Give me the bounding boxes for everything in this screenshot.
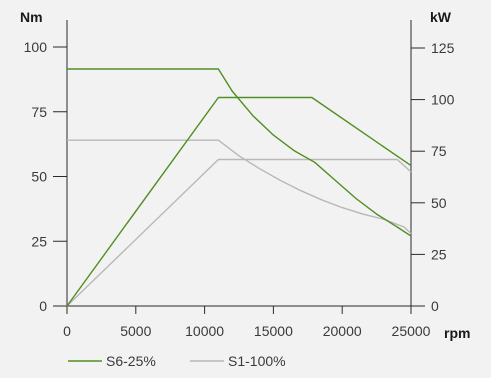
series-layer: [66, 68, 412, 307]
series-s6-25-torque-line: [67, 68, 412, 237]
legend-label-s6-25: S6-25%: [106, 353, 156, 369]
x-tick-label: 15000: [254, 323, 293, 339]
right-axis-unit-label: kW: [430, 9, 452, 25]
right-tick-label: 100: [431, 92, 455, 108]
x-axis-unit-label: rpm: [444, 325, 470, 341]
legend-label-s1-100: S1-100%: [228, 353, 286, 369]
right-tick-label: 25: [431, 246, 447, 262]
labels-layer: Nm kW rpm: [20, 9, 470, 341]
right-tick-label: 50: [431, 195, 447, 211]
left-tick-label: 25: [31, 233, 47, 249]
left-tick-label: 0: [39, 298, 47, 314]
legend: S6-25% S1-100%: [68, 353, 286, 369]
x-tick-label: 5000: [120, 323, 151, 339]
x-tick-label: 25000: [392, 323, 431, 339]
right-tick-label: 0: [431, 298, 439, 314]
axes-layer: 0 25 50 75 100 0 25 50 75 100 125 0 5000 10000 15000 20…: [24, 20, 455, 339]
right-tick-label: 75: [431, 143, 447, 159]
series-s1-100-torque-line: [67, 139, 412, 235]
right-tick-label: 125: [431, 40, 455, 56]
left-axis-unit-label: Nm: [20, 9, 43, 25]
left-tick-label: 100: [24, 39, 48, 55]
x-tick-label: 20000: [323, 323, 362, 339]
left-tick-label: 50: [31, 169, 47, 185]
x-tick-label: 0: [63, 323, 71, 339]
x-tick-label: 10000: [185, 323, 224, 339]
series-s1-100-power-line: [66, 158, 412, 307]
left-tick-label: 75: [31, 104, 47, 120]
series-s6-25-power-line: [66, 96, 412, 307]
